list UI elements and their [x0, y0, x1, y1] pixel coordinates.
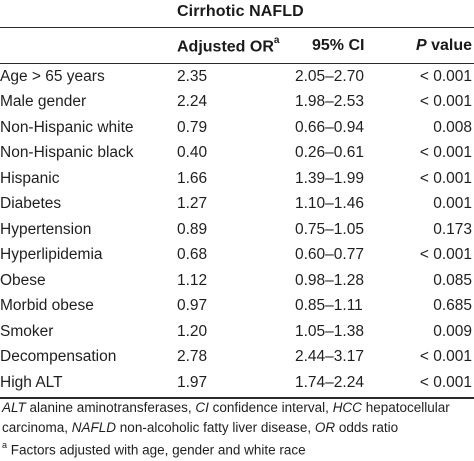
table-row: Non-Hispanic black 0.40 0.26–0.61 < 0.001	[0, 141, 472, 167]
ci-cell: 0.26–0.61	[295, 144, 364, 162]
adjusted-or-cell: 0.79	[177, 118, 208, 136]
ci-cell: 0.75–1.05	[295, 220, 364, 238]
ci-cell: 1.98–2.53	[295, 93, 364, 111]
table-row: Morbid obese 0.97 0.85–1.11 0.685	[0, 294, 472, 320]
factor-cell: Hyperlipidemia	[0, 246, 103, 264]
adjusted-or-cell: 2.78	[177, 348, 208, 366]
p-value-cell: < 0.001	[419, 373, 472, 391]
abbrev-term: CI	[195, 400, 209, 415]
abbrev-description: alanine aminotransferases,	[25, 400, 196, 415]
adjusted-or-cell: 2.35	[177, 67, 208, 85]
table-row: Non-Hispanic white 0.79 0.66–0.94 0.008	[0, 115, 472, 141]
adjustment-footnote: a Factors adjusted with age, gender and …	[2, 436, 306, 461]
table-row: Male gender 2.24 1.98–2.53 < 0.001	[0, 90, 472, 116]
ci-cell: 0.98–1.28	[295, 271, 364, 289]
header-p-value: P value	[415, 37, 472, 54]
factor-cell: Age > 65 years	[0, 67, 105, 85]
factor-cell: Hypertension	[0, 220, 92, 238]
p-value-cell: < 0.001	[419, 93, 472, 111]
ci-cell: 1.10–1.46	[295, 195, 364, 213]
ci-cell: 1.05–1.38	[295, 322, 364, 340]
abbrev-term: ALT	[2, 400, 26, 415]
p-value-cell: < 0.001	[419, 67, 472, 85]
abbrev-description: odds ratio	[335, 420, 399, 435]
factor-cell: Non-Hispanic white	[0, 118, 134, 136]
p-value-cell: < 0.001	[419, 169, 472, 187]
table-row: Hyperlipidemia 0.68 0.60–0.77 < 0.001	[0, 243, 472, 269]
ci-cell: 0.66–0.94	[295, 118, 364, 136]
adjusted-or-cell: 0.89	[177, 220, 208, 238]
p-value-cell: 0.009	[433, 322, 472, 340]
table-row: Diabetes 1.27 1.10–1.46 0.001	[0, 192, 472, 218]
header-adjusted-or: Adjusted ORa	[177, 35, 280, 56]
p-value-cell: < 0.001	[419, 246, 472, 264]
ci-cell: 0.60–0.77	[295, 246, 364, 264]
p-value-cell: < 0.001	[419, 348, 472, 366]
abbrev-term: OR	[314, 420, 336, 435]
factor-cell: Male gender	[0, 93, 87, 111]
table-row: Hispanic 1.66 1.39–1.99 < 0.001	[0, 166, 472, 192]
adjusted-or-cell: 1.97	[177, 373, 208, 391]
adjusted-or-cell: 1.66	[177, 169, 208, 187]
p-value-cell: 0.008	[433, 118, 472, 136]
adjusted-or-cell: 0.40	[177, 144, 208, 162]
abbrev-description: non-alcoholic fatty liver disease,	[116, 420, 315, 435]
table-row: High ALT 1.97 1.74–2.24 < 0.001	[0, 370, 472, 396]
p-value-cell: 0.085	[433, 271, 472, 289]
group-title: Cirrhotic NAFLD	[177, 3, 304, 20]
ci-cell: 2.05–2.70	[295, 67, 364, 85]
p-value-cell: 0.001	[433, 195, 472, 213]
table-row: Smoker 1.20 1.05–1.38 0.009	[0, 319, 472, 345]
adjusted-or-cell: 1.27	[177, 195, 208, 213]
abbrev-description: confidence interval,	[208, 400, 333, 415]
table-row: Hypertension 0.89 0.75–1.05 0.173	[0, 217, 472, 243]
adjusted-or-cell: 0.68	[177, 246, 208, 264]
factor-cell: Hispanic	[0, 169, 60, 187]
abbrev-term: NAFLD	[71, 420, 117, 435]
adjusted-or-cell: 1.12	[177, 271, 208, 289]
factor-cell: Obese	[0, 271, 46, 289]
adjustment-marker: a	[2, 440, 8, 450]
ci-cell: 1.74–2.24	[295, 373, 364, 391]
table-row: Obese 1.12 0.98–1.28 0.085	[0, 268, 472, 294]
factor-cell: Smoker	[0, 322, 54, 340]
adjusted-or-cell: 2.24	[177, 93, 208, 111]
ci-cell: 2.44–3.17	[295, 348, 364, 366]
data-table: Age > 65 years 2.35 2.05–2.70 < 0.001 Male g…	[0, 64, 472, 396]
adjusted-or-cell: 1.20	[177, 322, 208, 340]
factor-cell: Morbid obese	[0, 297, 94, 315]
factor-cell: Diabetes	[0, 195, 62, 213]
table-row: Decompensation 2.78 2.44–3.17 < 0.001	[0, 345, 472, 371]
adjustment-text: Factors adjusted with age, gender and wh…	[7, 442, 306, 458]
adjusted-or-cell: 0.97	[177, 297, 208, 315]
header-95-ci: 95% CI	[312, 37, 365, 54]
p-value-cell: 0.685	[433, 297, 472, 315]
factor-cell: Decompensation	[0, 348, 117, 366]
header-rule	[0, 63, 474, 64]
p-value-cell: 0.173	[433, 220, 472, 238]
ci-cell: 1.39–1.99	[295, 169, 364, 187]
group-underline	[0, 27, 474, 28]
factor-cell: Non-Hispanic black	[0, 144, 134, 162]
abbreviation-footnote: ALT alanine aminotransferases, CI confid…	[2, 398, 472, 438]
data-table-body: Age > 65 years 2.35 2.05–2.70 < 0.001 Male g…	[0, 64, 472, 396]
abbrev-description: hepatocellular carcinoma,	[2, 400, 450, 435]
header-superscript: a	[273, 35, 280, 46]
ci-cell: 0.85–1.11	[295, 297, 363, 315]
p-value-cell: < 0.001	[419, 144, 472, 162]
table-row: Age > 65 years 2.35 2.05–2.70 < 0.001	[0, 64, 472, 90]
abbrev-term: HCC	[332, 400, 362, 415]
table-bottom-rule	[0, 397, 474, 399]
factor-cell: High ALT	[0, 373, 63, 391]
